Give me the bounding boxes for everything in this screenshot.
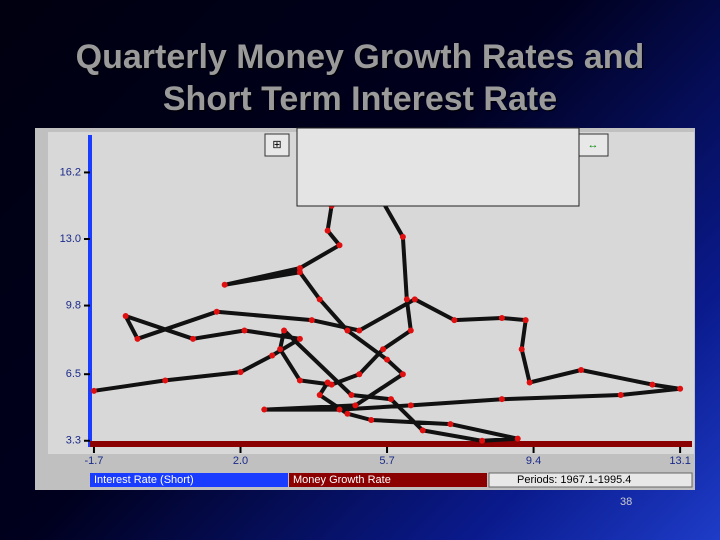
point <box>237 369 244 376</box>
point <box>213 308 220 315</box>
point <box>269 352 276 359</box>
point <box>407 327 414 334</box>
stats-panel <box>296 127 580 207</box>
point <box>522 317 529 324</box>
legend-swatch <box>90 473 288 487</box>
y-tick-label: 13.0 <box>60 233 81 245</box>
legend-label: Money Growth Rate <box>293 474 391 486</box>
point <box>316 392 323 398</box>
point <box>324 227 331 234</box>
point <box>368 416 375 423</box>
point <box>356 327 363 334</box>
point <box>241 327 248 334</box>
point <box>324 379 331 386</box>
point <box>388 396 394 403</box>
toolbar-icon: ↔ <box>588 139 599 151</box>
point <box>451 317 458 324</box>
trajectory <box>93 170 683 443</box>
x-tick-label: 2.0 <box>233 455 248 467</box>
x-tick-label: -1.7 <box>84 455 103 467</box>
periods-box <box>488 472 693 488</box>
point <box>447 421 454 428</box>
point <box>189 335 196 342</box>
x-tick-label: 13.1 <box>669 455 690 467</box>
point <box>296 269 303 276</box>
point <box>162 377 169 384</box>
point <box>479 437 486 444</box>
point <box>526 379 533 386</box>
slide-title: Quarterly Money Growth Rates and Short T… <box>75 38 645 118</box>
point <box>352 402 359 409</box>
point <box>407 402 414 409</box>
legend-swatch <box>289 473 487 487</box>
point <box>514 435 521 442</box>
point <box>518 346 525 353</box>
point <box>336 242 343 249</box>
point <box>316 296 323 303</box>
point <box>277 346 284 353</box>
point <box>498 315 505 322</box>
point <box>221 281 228 288</box>
point <box>677 385 684 392</box>
point <box>498 396 505 403</box>
point <box>403 296 410 303</box>
point <box>308 317 315 324</box>
point <box>296 377 303 384</box>
toolbar-icon: ⊞ <box>272 139 281 151</box>
point <box>411 296 418 303</box>
toolbar-button[interactable] <box>264 133 290 157</box>
point <box>336 406 343 413</box>
point <box>344 327 351 334</box>
point <box>578 367 585 374</box>
legend-label: Interest Rate (Short) <box>94 474 194 486</box>
point <box>419 427 426 434</box>
point <box>356 371 363 378</box>
point <box>281 327 288 334</box>
point <box>399 233 406 240</box>
point <box>122 312 129 319</box>
point <box>399 371 406 378</box>
point <box>384 356 391 363</box>
y-tick-label: 16.2 <box>60 166 81 178</box>
slide-number: 38 <box>620 496 632 508</box>
point <box>344 410 351 417</box>
y-tick-label: 6.5 <box>66 368 81 380</box>
point <box>261 406 268 413</box>
point <box>348 392 355 398</box>
point <box>296 265 303 272</box>
periods: Periods: 1967.1-1995.4 <box>517 474 631 486</box>
point <box>617 392 624 398</box>
y-tick-label: 9.8 <box>66 299 81 311</box>
x-tick-label: 5.7 <box>379 455 394 467</box>
x-tick-label: 9.4 <box>526 455 541 467</box>
point <box>649 381 656 388</box>
point <box>90 387 97 394</box>
point <box>134 335 141 342</box>
point <box>296 335 303 342</box>
point <box>380 346 387 353</box>
y-tick-label: 3.3 <box>66 435 81 447</box>
